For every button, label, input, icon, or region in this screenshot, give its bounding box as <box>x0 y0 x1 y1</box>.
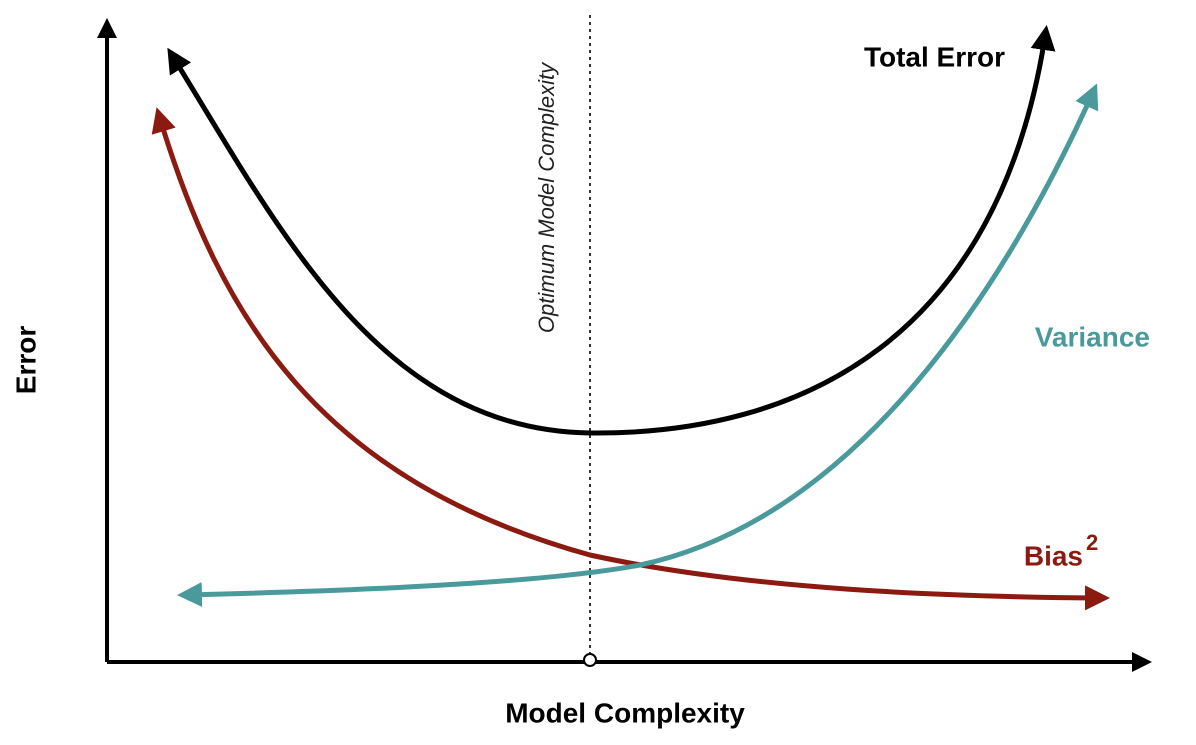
x-axis-label: Model Complexity <box>505 697 745 728</box>
y-axis-label: Error <box>10 326 41 395</box>
optimum-label: Optimum Model Complexity <box>534 61 559 333</box>
total-error-curve <box>167 25 1056 436</box>
bias-label: Bias <box>1024 540 1083 571</box>
bias-curve <box>151 107 1110 611</box>
variance-label: Variance <box>1035 321 1150 352</box>
total-error-label: Total Error <box>864 41 1005 72</box>
bias-superscript: 2 <box>1086 530 1098 555</box>
optimum-point <box>583 653 597 667</box>
variance-curve <box>177 83 1099 608</box>
